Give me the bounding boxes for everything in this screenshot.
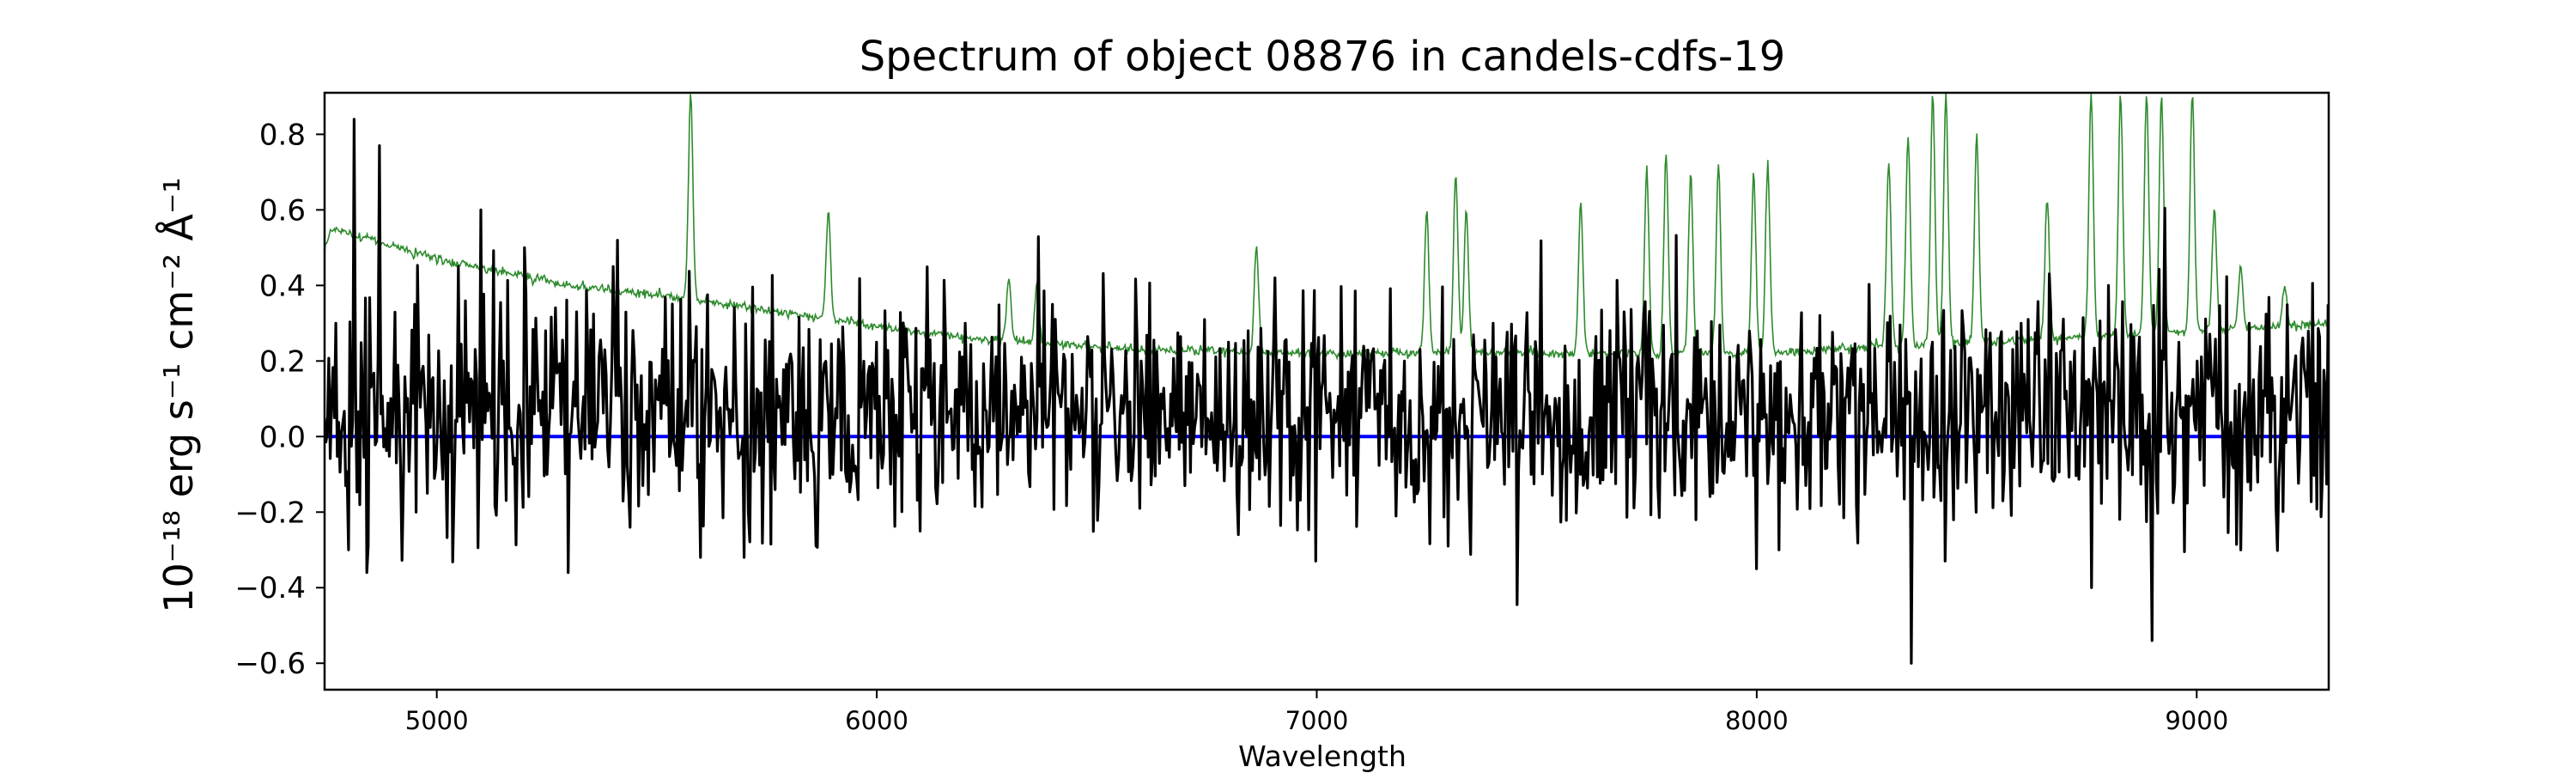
y-tick-label: 0.6 (259, 193, 306, 228)
x-tick-label: 7000 (1285, 706, 1349, 735)
chart-title: Spectrum of object 08876 in candels-cdfs… (860, 33, 1786, 81)
x-tick-label: 6000 (845, 706, 908, 735)
x-tick-label: 8000 (1725, 706, 1789, 735)
x-tick-label: 9000 (2165, 706, 2228, 735)
y-tick-label: 0.0 (259, 420, 306, 454)
y-tick-label: 0.2 (259, 344, 306, 379)
flux-spectrum-line (325, 118, 2329, 665)
x-axis-label: Wavelength (1238, 740, 1406, 773)
y-tick-label: 0.4 (259, 269, 306, 303)
y-axis-label: 10⁻¹⁸ erg s⁻¹ cm⁻² Å⁻¹ (155, 177, 202, 612)
y-tick-label: −0.2 (234, 496, 306, 530)
axes-frame (323, 91, 2330, 691)
x-tick-label: 5000 (405, 706, 469, 735)
error-spectrum-line (325, 93, 2329, 362)
y-tick-label: −0.4 (234, 571, 306, 606)
y-tick-label: 0.8 (259, 118, 306, 152)
plot-area: 5000 6000 7000 8000 9000 −0.6 −0.4 −0.2 0.0 0.2 0.… (234, 91, 2330, 735)
y-tick-label: −0.6 (234, 647, 306, 681)
